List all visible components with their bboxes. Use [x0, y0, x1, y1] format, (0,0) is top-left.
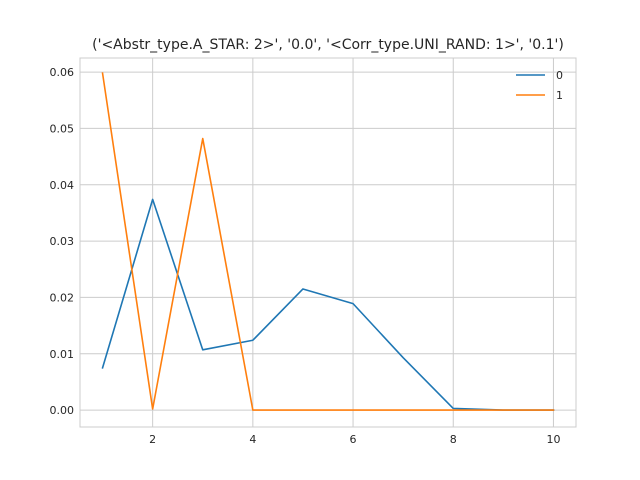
y-tick-label: 0.02: [50, 291, 75, 304]
series-line-1: [101, 72, 555, 411]
y-axis: 0.00 0.01 0.02 0.03 0.04 0.05 0.06: [50, 66, 75, 417]
series-layer: [101, 72, 555, 411]
legend-label: 0: [556, 69, 563, 82]
y-tick-label: 0.05: [50, 122, 75, 135]
x-axis: 2 4 6 8 10: [149, 433, 560, 446]
x-tick-label: 4: [249, 433, 256, 446]
y-tick-label: 0.03: [50, 235, 75, 248]
x-tick-label: 6: [350, 433, 357, 446]
y-tick-label: 0.06: [50, 66, 75, 79]
grid: [80, 58, 576, 427]
y-tick-label: 0.01: [50, 348, 75, 361]
y-tick-label: 0.04: [50, 179, 75, 192]
legend: 01: [516, 69, 563, 102]
x-tick-label: 10: [546, 433, 560, 446]
plot-frame: [79, 57, 577, 428]
chart-title: ('<Abstr_type.A_STAR: 2>', '0.0', '<Corr…: [92, 37, 564, 53]
legend-label: 1: [556, 89, 563, 102]
x-tick-label: 8: [450, 433, 457, 446]
x-tick-label: 2: [149, 433, 156, 446]
y-tick-label: 0.00: [50, 404, 75, 417]
